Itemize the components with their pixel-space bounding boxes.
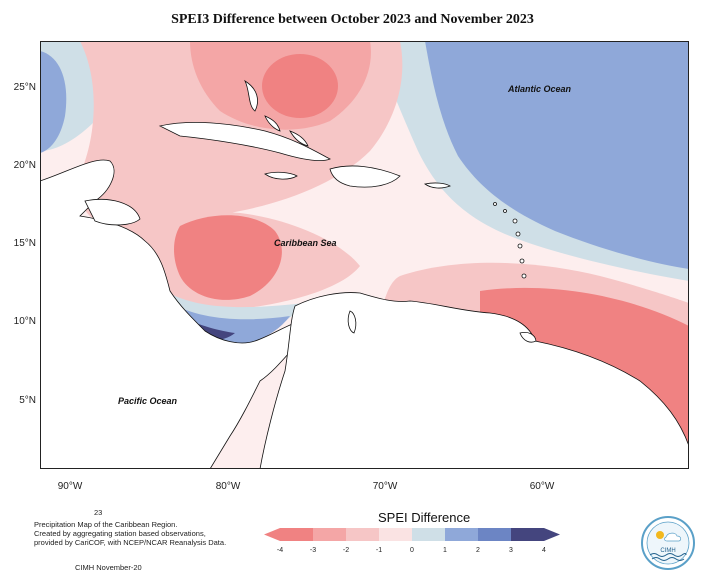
- land-outlines: [40, 79, 689, 469]
- footer-number: 23: [94, 508, 103, 517]
- label-pacific-ocean: Pacific Ocean: [118, 396, 178, 406]
- lat-label-5n: 5°N: [19, 395, 36, 406]
- legend-tick-label: -2: [343, 547, 349, 554]
- legend-tick-label: 3: [509, 547, 513, 554]
- legend-title: SPEI Difference: [378, 510, 471, 525]
- map-border: [40, 41, 689, 469]
- legend-swatch: [346, 528, 379, 541]
- legend-swatch: [478, 528, 511, 541]
- legend-swatch: [280, 528, 313, 541]
- field-atlantic-blue: [425, 41, 689, 269]
- footer-credit: CIMH November-20: [75, 563, 142, 572]
- field-nw-blue: [40, 51, 67, 153]
- legend-tick-label: 2: [476, 547, 480, 554]
- legend-swatch: [313, 528, 346, 541]
- lon-label-80w: 80°W: [215, 481, 241, 492]
- legend-tick-label: -3: [310, 547, 316, 554]
- footer-line-2: Created by aggregating station based obs…: [34, 529, 206, 538]
- lon-label-90w: 90°W: [57, 481, 83, 492]
- label-caribbean-sea: Caribbean Sea: [274, 238, 337, 248]
- spei-map: Atlantic Ocean Caribbean Sea Pacific Oce…: [40, 41, 689, 469]
- footer-line-1: Precipitation Map of the Caribbean Regio…: [34, 520, 178, 529]
- legend-colorbar: -4 -3 -2 -1 0 1 2 3 4: [264, 528, 560, 554]
- legend-swatch: [412, 528, 445, 541]
- legend-tick-label: -4: [277, 547, 283, 554]
- legend-swatch: [511, 528, 544, 541]
- map-title: SPEI3 Difference between October 2023 an…: [171, 12, 534, 27]
- legend-arrow-left: [264, 528, 280, 541]
- lat-label-15n: 15°N: [13, 238, 36, 249]
- legend-swatch: [445, 528, 478, 541]
- legend-tick-label: 4: [542, 547, 546, 554]
- label-atlantic-ocean: Atlantic Ocean: [507, 84, 572, 94]
- legend-tick-label: 0: [410, 547, 414, 554]
- legend-tick-label: 1: [443, 547, 447, 554]
- lat-label-10n: 10°N: [13, 316, 36, 327]
- lat-label-25n: 25°N: [13, 82, 36, 93]
- logo-text: CIMH: [660, 548, 675, 554]
- lon-label-60w: 60°W: [529, 481, 555, 492]
- lat-label-20n: 20°N: [13, 160, 36, 171]
- legend-tick-label: -1: [376, 547, 382, 554]
- footer-line-3: provided by CariCOF, with NCEP/NCAR Rean…: [34, 538, 227, 547]
- field-red-bahamas: [262, 54, 338, 118]
- lon-label-70w: 70°W: [372, 481, 398, 492]
- legend-arrow-right: [544, 528, 560, 541]
- cimh-logo: CIMH: [641, 516, 695, 570]
- field-red-caribbean: [174, 215, 282, 300]
- legend-swatch: [379, 528, 412, 541]
